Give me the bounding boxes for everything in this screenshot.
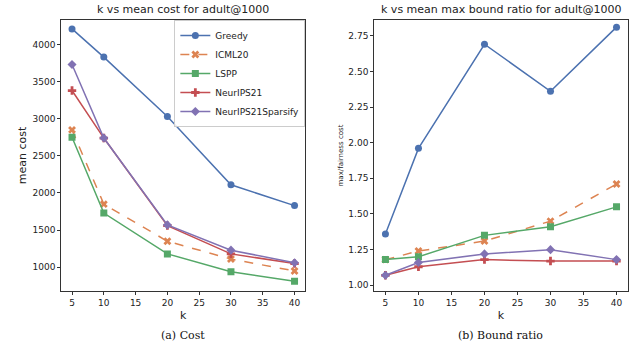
svg-text:(b) Bound ratio: (b) Bound ratio xyxy=(458,329,543,342)
svg-text:k: k xyxy=(180,309,187,322)
svg-text:mean cost: mean cost xyxy=(16,126,29,184)
svg-text:2.00: 2.00 xyxy=(348,138,368,148)
svg-text:2.50: 2.50 xyxy=(348,67,368,77)
svg-text:15: 15 xyxy=(130,298,141,308)
svg-text:3500: 3500 xyxy=(33,77,56,87)
svg-text:10: 10 xyxy=(98,298,110,308)
svg-text:20: 20 xyxy=(479,298,491,308)
svg-text:5: 5 xyxy=(383,298,389,308)
svg-text:k vs mean cost for adult@1000: k vs mean cost for adult@1000 xyxy=(97,3,269,16)
svg-text:2.75: 2.75 xyxy=(348,31,368,41)
svg-text:2000: 2000 xyxy=(33,188,56,198)
svg-text:30: 30 xyxy=(225,298,237,308)
svg-text:5: 5 xyxy=(69,298,75,308)
svg-text:40: 40 xyxy=(289,298,301,308)
svg-text:2.25: 2.25 xyxy=(348,102,368,112)
svg-text:NeurIPS21: NeurIPS21 xyxy=(215,88,262,98)
svg-text:1000: 1000 xyxy=(33,262,56,272)
svg-text:1500: 1500 xyxy=(33,225,56,235)
svg-text:k vs mean max bound ratio for: k vs mean max bound ratio for adult@1000 xyxy=(381,3,621,16)
svg-text:25: 25 xyxy=(512,298,523,308)
svg-text:1.50: 1.50 xyxy=(348,209,368,219)
svg-text:NeurIPS21Sparsify: NeurIPS21Sparsify xyxy=(215,107,299,117)
svg-text:Greedy: Greedy xyxy=(215,31,248,41)
svg-text:35: 35 xyxy=(257,298,268,308)
svg-text:40: 40 xyxy=(611,298,623,308)
svg-text:4000: 4000 xyxy=(33,40,56,50)
svg-text:ICML20: ICML20 xyxy=(215,50,248,60)
svg-text:1.25: 1.25 xyxy=(348,245,368,255)
svg-text:35: 35 xyxy=(578,298,589,308)
svg-text:20: 20 xyxy=(162,298,174,308)
svg-text:30: 30 xyxy=(545,298,557,308)
svg-text:2500: 2500 xyxy=(33,151,56,161)
svg-text:LSPP: LSPP xyxy=(215,69,237,79)
svg-text:10: 10 xyxy=(413,298,425,308)
svg-text:max/fairness cost: max/fairness cost xyxy=(337,124,345,186)
svg-text:k: k xyxy=(498,309,505,322)
svg-text:(a) Cost: (a) Cost xyxy=(161,329,205,342)
svg-text:1.75: 1.75 xyxy=(348,173,368,183)
svg-text:25: 25 xyxy=(193,298,204,308)
svg-text:15: 15 xyxy=(446,298,457,308)
svg-text:1.00: 1.00 xyxy=(348,280,368,290)
svg-text:3000: 3000 xyxy=(33,114,56,124)
